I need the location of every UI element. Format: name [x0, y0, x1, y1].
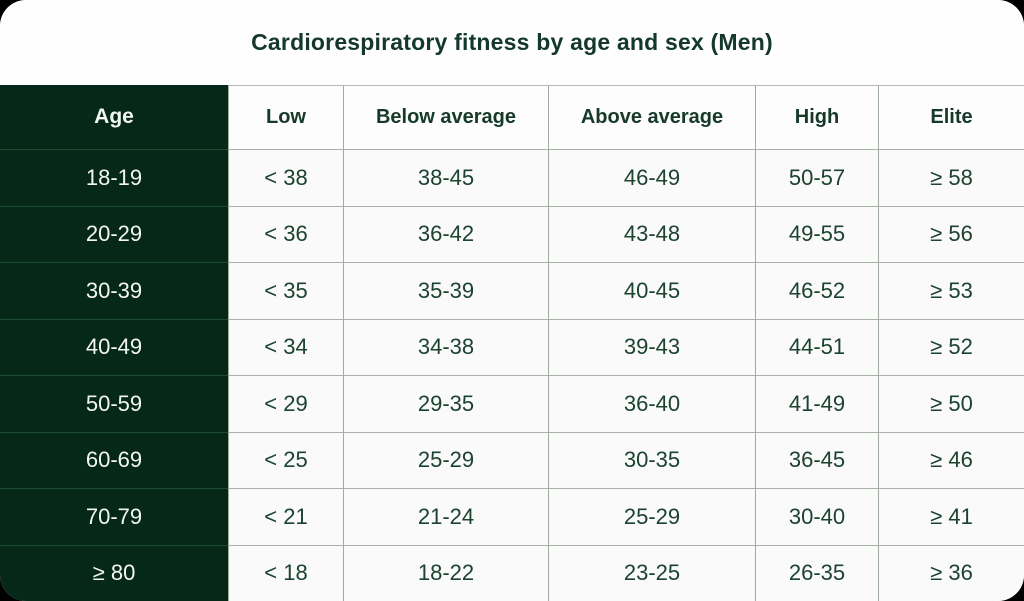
value-cell: 29-35	[343, 375, 548, 432]
value-cell: < 21	[228, 488, 343, 545]
value-cell: 36-42	[343, 205, 548, 262]
value-cell: 26-35	[755, 544, 878, 601]
value-cell: < 36	[228, 205, 343, 262]
value-cell: 36-40	[548, 375, 755, 432]
value-cell: 49-55	[755, 205, 878, 262]
column-header-above-average: Above average	[548, 85, 755, 149]
value-cell: ≥ 56	[878, 205, 1024, 262]
fitness-table: Age Low Below average Above average High Elit…	[0, 85, 1024, 601]
column-header-below-average: Below average	[343, 85, 548, 149]
age-cell: 50-59	[0, 375, 228, 432]
value-cell: 25-29	[343, 431, 548, 488]
value-cell: 30-35	[548, 431, 755, 488]
value-cell: 23-25	[548, 544, 755, 601]
value-cell: 21-24	[343, 488, 548, 545]
value-cell: < 38	[228, 149, 343, 206]
age-cell: 60-69	[0, 431, 228, 488]
value-cell: < 35	[228, 262, 343, 319]
value-cell: 38-45	[343, 149, 548, 206]
age-cell: 40-49	[0, 318, 228, 375]
value-cell: 18-22	[343, 544, 548, 601]
age-cell: 18-19	[0, 149, 228, 206]
value-cell: 44-51	[755, 318, 878, 375]
value-cell: 30-40	[755, 488, 878, 545]
page-title: Cardiorespiratory fitness by age and sex…	[251, 29, 773, 55]
value-cell: < 29	[228, 375, 343, 432]
age-cell: 30-39	[0, 262, 228, 319]
value-cell: < 34	[228, 318, 343, 375]
age-cell: ≥ 80	[0, 544, 228, 601]
column-header-low: Low	[228, 85, 343, 149]
column-header-elite: Elite	[878, 85, 1024, 149]
value-cell: ≥ 41	[878, 488, 1024, 545]
value-cell: 39-43	[548, 318, 755, 375]
value-cell: < 25	[228, 431, 343, 488]
value-cell: 34-38	[343, 318, 548, 375]
column-header-age: Age	[0, 85, 228, 149]
title-bar: Cardiorespiratory fitness by age and sex…	[0, 0, 1024, 85]
value-cell: ≥ 58	[878, 149, 1024, 206]
value-cell: 25-29	[548, 488, 755, 545]
column-header-high: High	[755, 85, 878, 149]
value-cell: ≥ 53	[878, 262, 1024, 319]
value-cell: 36-45	[755, 431, 878, 488]
value-cell: 41-49	[755, 375, 878, 432]
value-cell: < 18	[228, 544, 343, 601]
value-cell: 46-52	[755, 262, 878, 319]
value-cell: 46-49	[548, 149, 755, 206]
age-cell: 70-79	[0, 488, 228, 545]
value-cell: 35-39	[343, 262, 548, 319]
value-cell: 50-57	[755, 149, 878, 206]
value-cell: ≥ 46	[878, 431, 1024, 488]
value-cell: ≥ 36	[878, 544, 1024, 601]
value-cell: 40-45	[548, 262, 755, 319]
value-cell: 43-48	[548, 205, 755, 262]
value-cell: ≥ 50	[878, 375, 1024, 432]
value-cell: ≥ 52	[878, 318, 1024, 375]
age-cell: 20-29	[0, 205, 228, 262]
